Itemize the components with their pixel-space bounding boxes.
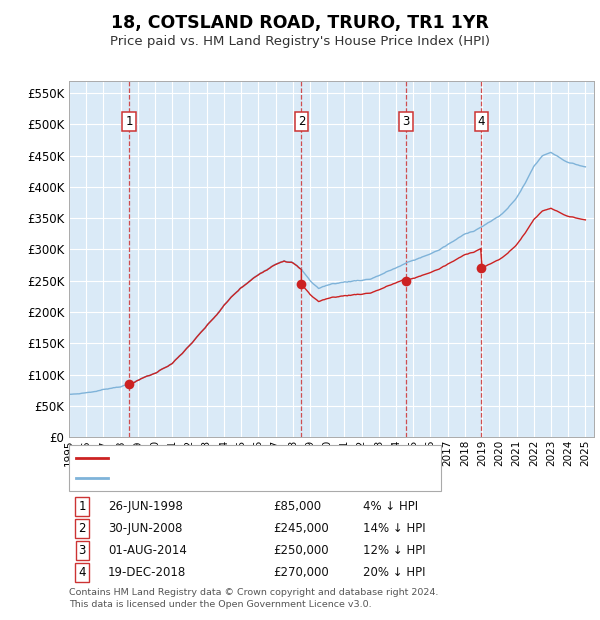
Text: 4% ↓ HPI: 4% ↓ HPI bbox=[363, 500, 418, 513]
Text: 01-AUG-2014: 01-AUG-2014 bbox=[108, 544, 187, 557]
Text: 12% ↓ HPI: 12% ↓ HPI bbox=[363, 544, 425, 557]
Text: 26-JUN-1998: 26-JUN-1998 bbox=[108, 500, 183, 513]
Text: 19-DEC-2018: 19-DEC-2018 bbox=[108, 566, 186, 578]
Text: HPI: Average price, detached house, Cornwall: HPI: Average price, detached house, Corn… bbox=[112, 473, 367, 483]
Text: Contains HM Land Registry data © Crown copyright and database right 2024.
This d: Contains HM Land Registry data © Crown c… bbox=[69, 588, 439, 609]
Text: £270,000: £270,000 bbox=[273, 566, 329, 578]
Text: 14% ↓ HPI: 14% ↓ HPI bbox=[363, 522, 425, 534]
Text: Price paid vs. HM Land Registry's House Price Index (HPI): Price paid vs. HM Land Registry's House … bbox=[110, 35, 490, 48]
Text: 4: 4 bbox=[79, 566, 86, 578]
Text: 18, COTSLAND ROAD, TRURO, TR1 1YR (detached house): 18, COTSLAND ROAD, TRURO, TR1 1YR (detac… bbox=[112, 453, 432, 463]
Text: 1: 1 bbox=[79, 500, 86, 513]
Text: 4: 4 bbox=[478, 115, 485, 128]
Text: 2: 2 bbox=[298, 115, 305, 128]
Text: 3: 3 bbox=[403, 115, 410, 128]
Text: 30-JUN-2008: 30-JUN-2008 bbox=[108, 522, 182, 534]
Text: 3: 3 bbox=[79, 544, 86, 557]
Text: 2: 2 bbox=[79, 522, 86, 534]
Text: 1: 1 bbox=[125, 115, 133, 128]
Text: 18, COTSLAND ROAD, TRURO, TR1 1YR: 18, COTSLAND ROAD, TRURO, TR1 1YR bbox=[111, 14, 489, 32]
Text: £245,000: £245,000 bbox=[273, 522, 329, 534]
Text: £85,000: £85,000 bbox=[273, 500, 321, 513]
Text: 20% ↓ HPI: 20% ↓ HPI bbox=[363, 566, 425, 578]
Text: £250,000: £250,000 bbox=[273, 544, 329, 557]
